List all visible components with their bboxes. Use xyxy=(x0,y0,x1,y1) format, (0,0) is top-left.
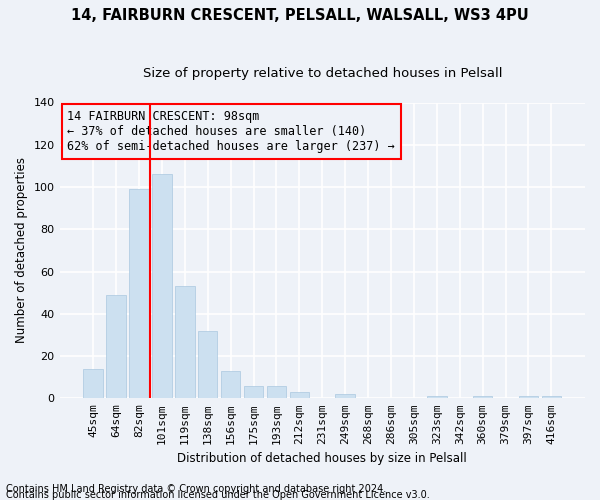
Bar xyxy=(244,386,263,398)
Text: 14 FAIRBURN CRESCENT: 98sqm
← 37% of detached houses are smaller (140)
62% of se: 14 FAIRBURN CRESCENT: 98sqm ← 37% of det… xyxy=(67,110,395,153)
Bar xyxy=(198,330,217,398)
Bar xyxy=(542,396,561,398)
Bar xyxy=(129,189,149,398)
Bar xyxy=(152,174,172,398)
Bar xyxy=(83,368,103,398)
X-axis label: Distribution of detached houses by size in Pelsall: Distribution of detached houses by size … xyxy=(178,452,467,465)
Bar xyxy=(267,386,286,398)
Bar xyxy=(519,396,538,398)
Bar xyxy=(106,295,126,399)
Y-axis label: Number of detached properties: Number of detached properties xyxy=(15,158,28,344)
Bar xyxy=(335,394,355,398)
Bar xyxy=(175,286,194,399)
Bar xyxy=(427,396,446,398)
Bar xyxy=(290,392,309,398)
Text: Contains HM Land Registry data © Crown copyright and database right 2024.: Contains HM Land Registry data © Crown c… xyxy=(6,484,386,494)
Text: Contains public sector information licensed under the Open Government Licence v3: Contains public sector information licen… xyxy=(6,490,430,500)
Title: Size of property relative to detached houses in Pelsall: Size of property relative to detached ho… xyxy=(143,68,502,80)
Bar xyxy=(473,396,493,398)
Bar xyxy=(221,371,241,398)
Text: 14, FAIRBURN CRESCENT, PELSALL, WALSALL, WS3 4PU: 14, FAIRBURN CRESCENT, PELSALL, WALSALL,… xyxy=(71,8,529,22)
